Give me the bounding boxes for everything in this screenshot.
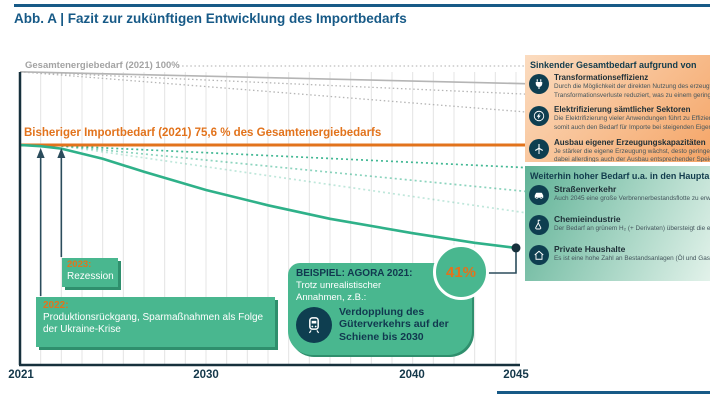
item-line: Die Elektrifizierung vieler Anwendungen … [554, 115, 710, 123]
flask-icon [529, 215, 549, 235]
item-line: dabei allerdings auch der Ausbau entspre… [554, 156, 710, 162]
item-line: Je stärker die eigene Erzeugung wächst, … [554, 147, 710, 155]
item-line: Der Bedarf an grünem H₂ (+ Derivaten) üb… [554, 224, 710, 232]
beispiel-subtext: Trotz unrealistischer Annahmen, z.B.: [296, 280, 382, 303]
annotation-year: 2022: [43, 300, 69, 311]
panel-persistent-demand: Weiterhin hoher Bedarf u.a. in den Haupt… [525, 166, 710, 281]
annotation-2023-recession: 2023: Rezession [62, 258, 118, 287]
x-tick-2030: 2030 [193, 369, 219, 381]
plug-icon [529, 74, 549, 94]
figure-title: Abb. A | Fazit zur zukünftigen Entwicklu… [14, 11, 407, 26]
x-tick-2021: 2021 [8, 369, 34, 381]
panel-decreasing-demand: Sinkender Gesamtbedarf aufgrund von Tran… [525, 55, 710, 162]
annotation-text: Rezession [67, 270, 114, 282]
list-item-strassenverkehr: Straßenverkehr Auch 2045 eine große Verb… [529, 184, 710, 205]
house-icon [529, 245, 549, 265]
item-title: Private Haushalte [554, 244, 626, 254]
sidebar: Sinkender Gesamtbedarf aufgrund von Tran… [525, 55, 710, 281]
annotation-text: Produktionsrückgang, Sparmaßnahmen als F… [43, 311, 264, 335]
top-rule [14, 4, 710, 7]
end-value-badge: 41% [433, 244, 489, 300]
footer-rule [497, 391, 710, 394]
list-item-elektrifizierung: Elektrifizierung sämtlicher Sektoren Die… [529, 105, 710, 132]
lightning-icon [529, 106, 549, 127]
list-item-transformationseffizienz: Transformationseffizienz Durch die Mögli… [529, 73, 710, 100]
total-demand-label: Gesamtenergiebedarf (2021) 100% [25, 60, 180, 71]
list-item-private-haushalte: Private Haushalte Es ist eine hohe Zahl … [529, 244, 710, 265]
annotation-year: 2023: [67, 259, 92, 270]
item-line: Es ist eine hohe Zahl an Bestandsanlagen… [554, 254, 710, 262]
annotation-beispiel-agora: BEISPIEL: AGORA 2021: Trotz unrealistisc… [288, 263, 472, 355]
import-reference-label: Bisheriger Importbedarf (2021) 75,6 % de… [24, 127, 382, 139]
car-icon [529, 185, 549, 205]
wind-turbine-icon [529, 138, 549, 159]
beispiel-heading: BEISPIEL: AGORA 2021: [296, 268, 413, 279]
item-line: Durch die Möglichkeit der direkten Nutzu… [554, 83, 710, 90]
list-item-chemieindustrie: Chemieindustrie Der Bedarf an grünem H₂ … [529, 214, 710, 235]
item-title: Elektrifizierung sämtlicher Sektoren [554, 105, 691, 115]
annotation-2022-ukraine: 2022: Produktionsrückgang, Sparmaßnahmen… [36, 297, 275, 347]
item-title: Straßenverkehr [554, 184, 617, 194]
item-line: Auch 2045 eine große Verbrennerbestandsf… [554, 194, 710, 202]
panel-heading: Weiterhin hoher Bedarf u.a. in den Haupt… [530, 171, 710, 181]
panel-heading: Sinkender Gesamtbedarf aufgrund von [530, 60, 697, 70]
item-title: Transformationseffizienz [554, 73, 649, 82]
list-item-erzeugungskapazitaeten: Ausbau eigener Erzeugungskapazitäten Je … [529, 138, 710, 162]
end-value-label: 41% [445, 263, 477, 281]
train-icon [296, 306, 332, 343]
item-title: Chemieindustrie [554, 214, 621, 224]
beispiel-claim: Verdopplung des Güterverkehrs auf der Sc… [339, 305, 449, 343]
item-line: Transformationsverluste reduziert, was z… [554, 91, 710, 99]
x-tick-2040: 2040 [399, 369, 425, 381]
x-tick-2045: 2045 [503, 369, 529, 381]
item-line: somit auch den Bedarf für Importe bei st… [554, 123, 710, 131]
item-title: Ausbau eigener Erzeugungskapazitäten [554, 137, 706, 147]
